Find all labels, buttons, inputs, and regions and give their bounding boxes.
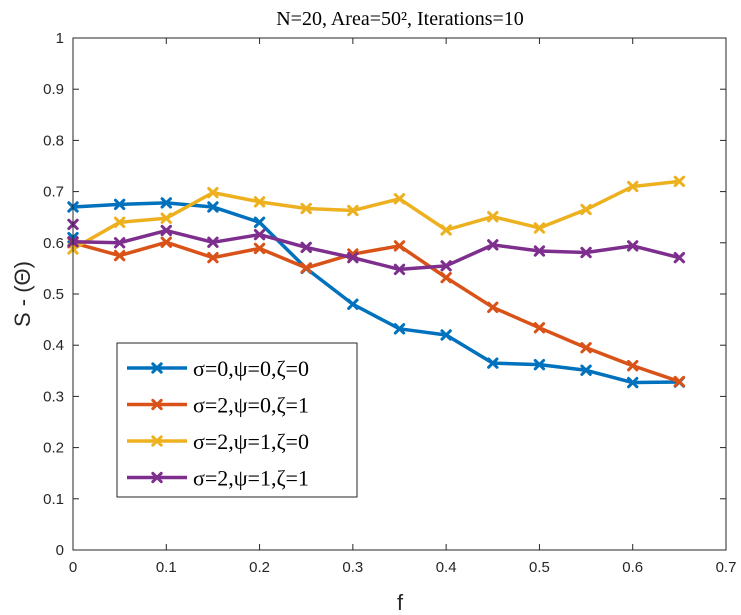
- axis-ticks: 0 0.1 0.2 0.3 0.4 0.5 0.6 0.7 0 0.1 0.2 0.3 0.4 0.5 0.…: [43, 30, 736, 576]
- legend: σ=0,ψ=0,ζ=0 σ=2,ψ=0,ζ=1 σ=2,ψ=1,ζ=0 σ=2,ψ=1…: [116, 342, 358, 498]
- data-point-marker: [160, 224, 172, 237]
- data-point-marker: [533, 222, 546, 234]
- data-point-marker: [160, 212, 172, 224]
- series-line: [72, 201, 680, 385]
- data-point-marker: [627, 180, 639, 193]
- data-point-marker: [253, 242, 266, 255]
- legend-item: σ=2,ψ=1,ζ=0: [127, 429, 309, 454]
- x-tick-label: 0.2: [249, 559, 270, 576]
- data-point-marker: [151, 471, 163, 484]
- data-point-marker: [393, 193, 406, 205]
- data-point-marker: [393, 323, 406, 335]
- y-axis-label: S - (Θ): [10, 261, 35, 327]
- x-tick-label: 0.4: [436, 559, 457, 576]
- data-point-marker: [533, 245, 546, 257]
- data-point-marker: [347, 298, 359, 310]
- series-layer: [67, 175, 686, 389]
- data-point-marker: [151, 398, 163, 411]
- data-point-marker: [627, 359, 639, 372]
- data-point-marker: [253, 196, 266, 208]
- data-point-marker: [113, 216, 126, 229]
- x-tick-label: 0.7: [716, 559, 737, 576]
- data-point-marker: [207, 201, 219, 213]
- y-tick-label: 0.3: [43, 388, 64, 405]
- data-point-marker: [673, 175, 686, 188]
- plot-frame: [72, 37, 727, 551]
- data-point-marker: [151, 362, 163, 374]
- series-line: [72, 179, 680, 251]
- data-point-marker: [580, 342, 592, 354]
- y-tick-label: 0.8: [43, 132, 64, 149]
- legend-item: σ=0,ψ=0,ζ=0: [127, 356, 309, 381]
- data-point-marker: [580, 364, 592, 376]
- data-point-marker: [393, 240, 406, 252]
- data-point-marker: [487, 357, 499, 369]
- x-axis-label: f: [397, 590, 404, 615]
- y-tick-label: 0.4: [43, 337, 64, 354]
- chart-title: N=20, Area=50², Iterations=10: [276, 8, 524, 30]
- series-2: [67, 236, 686, 388]
- data-point-marker: [440, 271, 452, 284]
- data-point-marker: [253, 216, 266, 229]
- legend-item: σ=2,ψ=1,ζ=1: [127, 466, 309, 491]
- y-tick-label: 0.5: [43, 286, 64, 303]
- data-point-marker: [487, 239, 499, 251]
- data-point-marker: [580, 203, 592, 216]
- data-point-marker: [393, 263, 406, 276]
- data-point-marker: [487, 210, 499, 223]
- data-point-marker: [300, 241, 312, 254]
- data-point-marker: [253, 228, 266, 241]
- legend-label: σ=2,ψ=0,ζ=1: [193, 393, 309, 418]
- legend-label: σ=2,ψ=1,ζ=1: [193, 466, 309, 491]
- data-point-marker: [440, 224, 452, 236]
- data-point-marker: [487, 301, 499, 314]
- y-tick-label: 0.7: [43, 184, 64, 201]
- series-line: [72, 240, 680, 384]
- data-point-marker: [627, 376, 639, 389]
- legend-item: σ=2,ψ=0,ζ=1: [127, 393, 309, 418]
- data-point-marker: [440, 329, 452, 341]
- data-point-marker: [113, 249, 126, 262]
- data-point-marker: [207, 251, 219, 264]
- series-3: [67, 175, 686, 255]
- data-point-marker: [160, 236, 172, 248]
- x-tick-label: 0: [69, 559, 77, 576]
- legend-label: σ=0,ψ=0,ζ=0: [193, 356, 309, 381]
- data-point-marker: [533, 358, 546, 371]
- data-point-marker: [300, 262, 312, 274]
- x-tick-label: 0.3: [342, 559, 363, 576]
- data-point-marker: [347, 251, 359, 264]
- x-tick-label: 0.5: [529, 559, 550, 576]
- y-tick-label: 0.2: [43, 440, 64, 457]
- data-point-marker: [627, 240, 639, 252]
- data-point-marker: [207, 186, 219, 199]
- y-tick-label: 0: [56, 542, 64, 559]
- data-point-marker: [160, 197, 172, 209]
- series-line: [72, 228, 680, 272]
- data-point-marker: [113, 198, 126, 211]
- data-point-marker: [300, 202, 312, 215]
- data-point-marker: [151, 435, 163, 447]
- data-point-marker: [113, 237, 126, 249]
- x-tick-label: 0.6: [622, 559, 643, 576]
- data-point-marker: [347, 204, 359, 217]
- series-4: [67, 218, 686, 276]
- x-tick-label: 0.1: [156, 559, 177, 576]
- y-tick-label: 0.9: [43, 81, 64, 98]
- data-point-marker: [580, 246, 592, 259]
- y-tick-label: 1: [56, 30, 64, 47]
- data-point-marker: [533, 322, 546, 334]
- data-point-marker: [673, 251, 686, 264]
- data-point-marker: [440, 260, 452, 272]
- data-point-marker: [673, 375, 686, 388]
- y-tick-label: 0.1: [43, 491, 64, 508]
- legend-label: σ=2,ψ=1,ζ=0: [193, 429, 309, 454]
- y-tick-label: 0.6: [43, 235, 64, 252]
- data-point-marker: [207, 236, 219, 248]
